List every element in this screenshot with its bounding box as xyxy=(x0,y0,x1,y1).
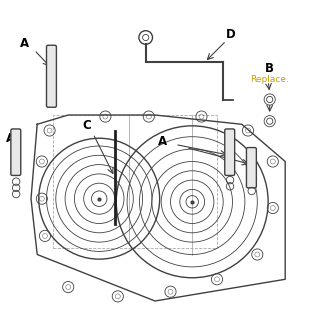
Text: B: B xyxy=(265,62,274,75)
Text: A: A xyxy=(158,135,167,148)
FancyBboxPatch shape xyxy=(225,129,235,175)
FancyBboxPatch shape xyxy=(46,45,56,107)
Bar xyxy=(53,115,217,248)
FancyBboxPatch shape xyxy=(11,129,21,175)
Text: Replace.: Replace. xyxy=(250,75,289,84)
Text: C: C xyxy=(82,120,91,132)
Text: A: A xyxy=(6,132,16,145)
Text: A: A xyxy=(20,37,29,50)
Text: D: D xyxy=(226,28,236,41)
FancyBboxPatch shape xyxy=(246,148,256,188)
